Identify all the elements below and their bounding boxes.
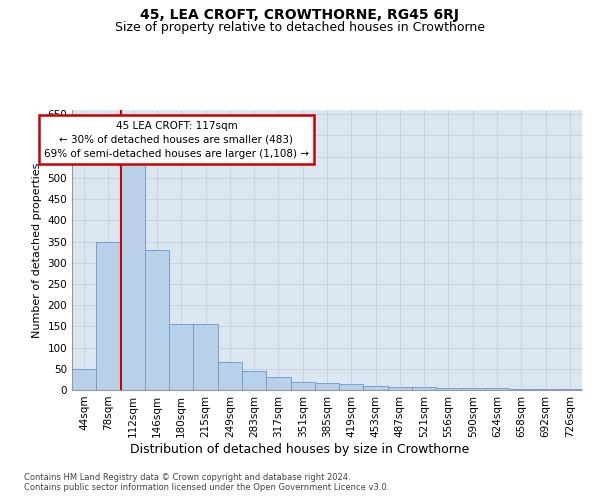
Bar <box>412 387 436 390</box>
Bar <box>533 388 558 390</box>
Bar <box>242 371 266 390</box>
Bar <box>364 386 388 390</box>
Bar <box>436 388 461 390</box>
Text: Contains public sector information licensed under the Open Government Licence v3: Contains public sector information licen… <box>24 484 389 492</box>
Text: 45 LEA CROFT: 117sqm
← 30% of detached houses are smaller (483)
69% of semi-deta: 45 LEA CROFT: 117sqm ← 30% of detached h… <box>44 120 309 158</box>
Bar <box>145 250 169 390</box>
Bar <box>315 383 339 390</box>
Bar <box>388 387 412 390</box>
Bar <box>169 324 193 390</box>
Bar <box>290 382 315 390</box>
Bar <box>96 242 121 390</box>
Bar <box>509 388 533 390</box>
Y-axis label: Number of detached properties: Number of detached properties <box>32 162 42 338</box>
Bar <box>72 369 96 390</box>
Bar <box>485 388 509 390</box>
Bar <box>218 362 242 390</box>
Bar <box>558 388 582 390</box>
Text: 45, LEA CROFT, CROWTHORNE, RG45 6RJ: 45, LEA CROFT, CROWTHORNE, RG45 6RJ <box>140 8 460 22</box>
Bar <box>121 122 145 390</box>
Text: Size of property relative to detached houses in Crowthorne: Size of property relative to detached ho… <box>115 21 485 34</box>
Text: Contains HM Land Registry data © Crown copyright and database right 2024.: Contains HM Land Registry data © Crown c… <box>24 472 350 482</box>
Bar <box>193 324 218 390</box>
Bar <box>461 388 485 390</box>
Text: Distribution of detached houses by size in Crowthorne: Distribution of detached houses by size … <box>130 442 470 456</box>
Bar <box>339 384 364 390</box>
Bar <box>266 378 290 390</box>
